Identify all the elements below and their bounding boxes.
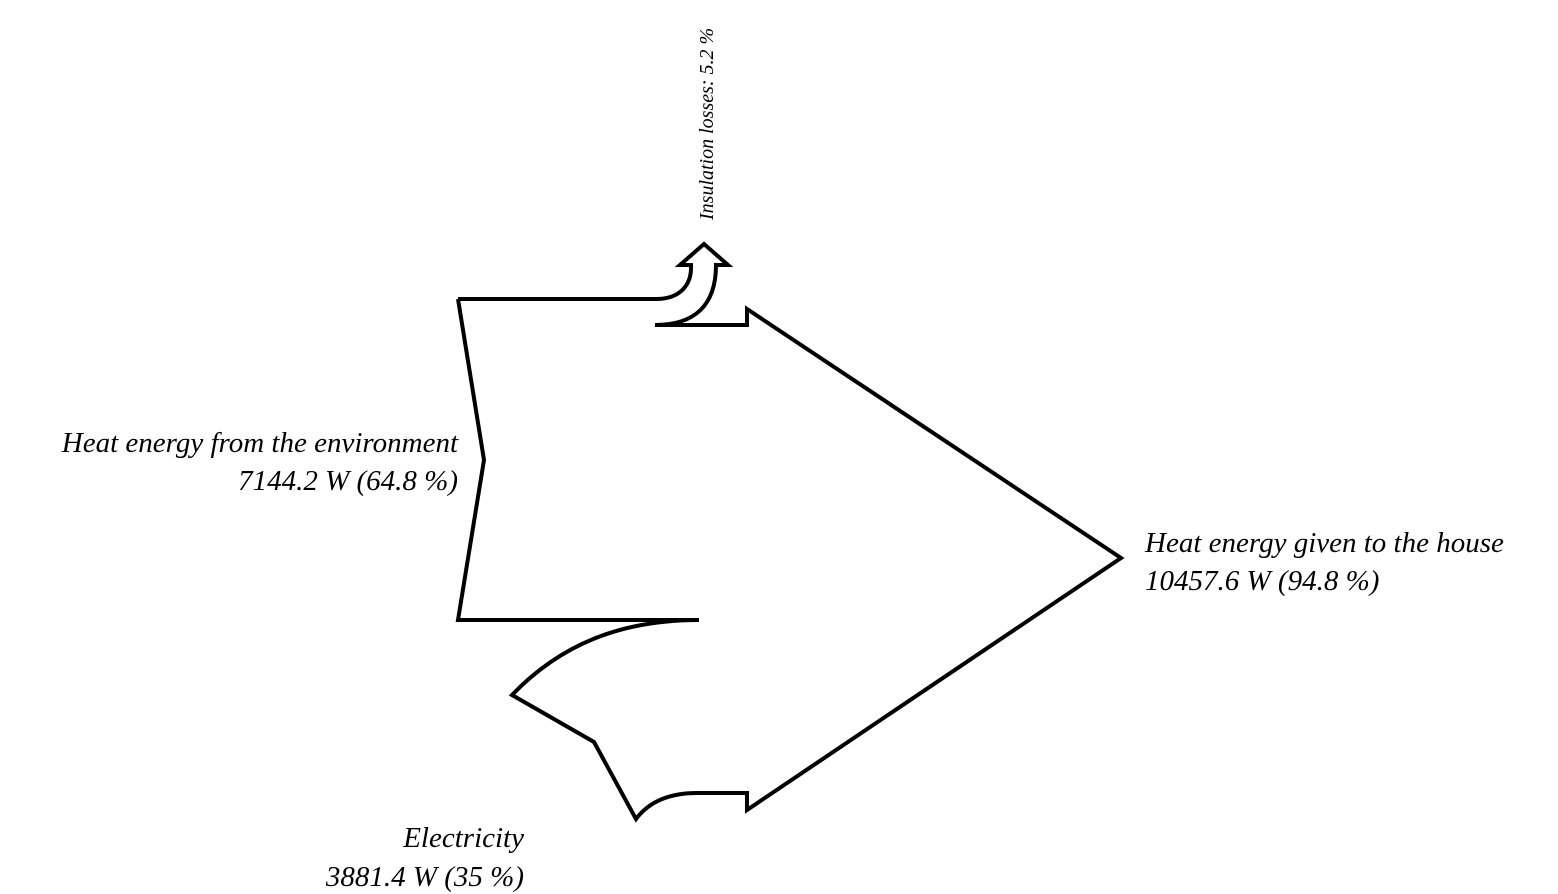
house-output-arrow (455, 298, 1125, 823)
house-output-name: Heat energy given to the house (1144, 527, 1504, 559)
electricity-input-value: 3881.4 W (35 %) (325, 861, 524, 893)
sankey-flow-outline (458, 241, 734, 327)
electricity-input-name: Electricity (402, 822, 524, 854)
environment-input-value: 7144.2 W (64.8 %) (238, 465, 458, 497)
insulation-losses-label: Insulation losses: 5.2 % (696, 28, 718, 221)
environment-input-name: Heat energy from the environment (61, 427, 459, 459)
house-output-value: 10457.6 W (94.8 %) (1145, 565, 1379, 597)
